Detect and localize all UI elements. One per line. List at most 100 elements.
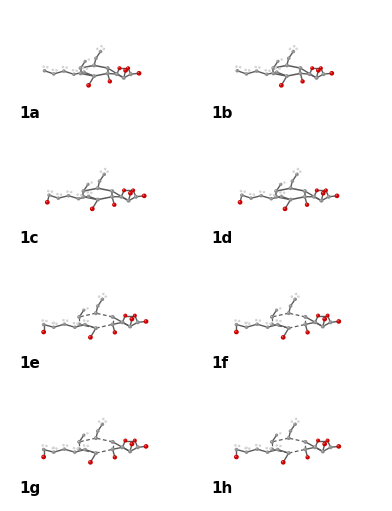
Circle shape — [319, 66, 323, 70]
Circle shape — [128, 191, 133, 196]
Circle shape — [290, 179, 294, 183]
Circle shape — [136, 446, 138, 447]
Circle shape — [263, 191, 265, 193]
Circle shape — [255, 444, 258, 446]
Circle shape — [63, 319, 64, 320]
Circle shape — [293, 423, 297, 426]
Circle shape — [236, 69, 238, 71]
Circle shape — [281, 335, 286, 340]
Circle shape — [244, 68, 247, 71]
Circle shape — [105, 72, 110, 75]
Circle shape — [281, 460, 286, 464]
Circle shape — [134, 314, 135, 316]
Circle shape — [289, 187, 290, 188]
Circle shape — [102, 417, 105, 420]
Circle shape — [327, 195, 331, 199]
Circle shape — [76, 322, 79, 325]
Circle shape — [127, 67, 128, 68]
Circle shape — [111, 316, 113, 317]
Circle shape — [62, 69, 66, 73]
Circle shape — [100, 423, 104, 426]
Circle shape — [293, 297, 297, 301]
Circle shape — [97, 430, 98, 431]
Circle shape — [42, 319, 44, 322]
Circle shape — [120, 320, 124, 324]
Circle shape — [83, 444, 85, 447]
Circle shape — [77, 440, 81, 444]
Circle shape — [100, 51, 101, 52]
Circle shape — [245, 73, 247, 74]
Circle shape — [96, 187, 98, 188]
Circle shape — [299, 72, 300, 74]
Circle shape — [322, 442, 327, 446]
Circle shape — [271, 323, 272, 324]
Circle shape — [235, 331, 236, 332]
Circle shape — [129, 326, 130, 327]
Circle shape — [66, 445, 67, 446]
Circle shape — [283, 206, 287, 211]
Circle shape — [77, 448, 81, 451]
Circle shape — [245, 322, 246, 323]
Circle shape — [271, 66, 275, 70]
Circle shape — [120, 445, 124, 449]
Circle shape — [336, 195, 337, 196]
Circle shape — [145, 320, 146, 321]
Circle shape — [291, 421, 292, 422]
Circle shape — [43, 323, 44, 324]
Circle shape — [282, 336, 283, 337]
Circle shape — [129, 192, 131, 193]
Circle shape — [96, 198, 98, 200]
Circle shape — [120, 196, 122, 197]
Circle shape — [63, 448, 64, 449]
Circle shape — [322, 317, 327, 321]
Circle shape — [76, 448, 79, 450]
Circle shape — [126, 66, 130, 70]
Circle shape — [245, 447, 246, 448]
Circle shape — [62, 319, 65, 321]
Text: 1b: 1b — [212, 106, 233, 121]
Circle shape — [96, 429, 100, 433]
Circle shape — [93, 64, 94, 65]
Circle shape — [73, 73, 74, 75]
Circle shape — [145, 445, 146, 447]
Circle shape — [72, 69, 74, 72]
Circle shape — [314, 76, 319, 80]
Circle shape — [63, 70, 64, 71]
Circle shape — [253, 194, 254, 195]
Circle shape — [255, 448, 259, 451]
Circle shape — [78, 316, 79, 317]
Circle shape — [136, 445, 140, 449]
Circle shape — [52, 447, 53, 448]
Circle shape — [275, 433, 278, 437]
Circle shape — [288, 57, 289, 58]
Circle shape — [279, 445, 281, 446]
Circle shape — [91, 181, 93, 183]
Circle shape — [131, 189, 135, 192]
Circle shape — [102, 173, 106, 176]
Circle shape — [329, 71, 334, 76]
Circle shape — [84, 323, 85, 324]
Circle shape — [82, 189, 85, 193]
Circle shape — [86, 307, 89, 310]
Circle shape — [299, 170, 301, 173]
Circle shape — [73, 447, 74, 448]
Circle shape — [95, 327, 96, 328]
Circle shape — [294, 298, 295, 299]
Circle shape — [43, 69, 46, 73]
Circle shape — [57, 197, 58, 198]
Circle shape — [63, 448, 66, 451]
Circle shape — [119, 195, 123, 199]
Circle shape — [239, 201, 240, 202]
Circle shape — [106, 72, 108, 74]
Circle shape — [56, 193, 59, 195]
Circle shape — [108, 79, 112, 84]
Circle shape — [83, 309, 84, 310]
Text: 1d: 1d — [212, 231, 233, 246]
Circle shape — [239, 66, 241, 68]
Circle shape — [255, 319, 258, 321]
Circle shape — [245, 450, 248, 454]
Circle shape — [276, 448, 279, 451]
Circle shape — [294, 423, 295, 424]
Circle shape — [111, 448, 113, 449]
Circle shape — [94, 451, 98, 455]
